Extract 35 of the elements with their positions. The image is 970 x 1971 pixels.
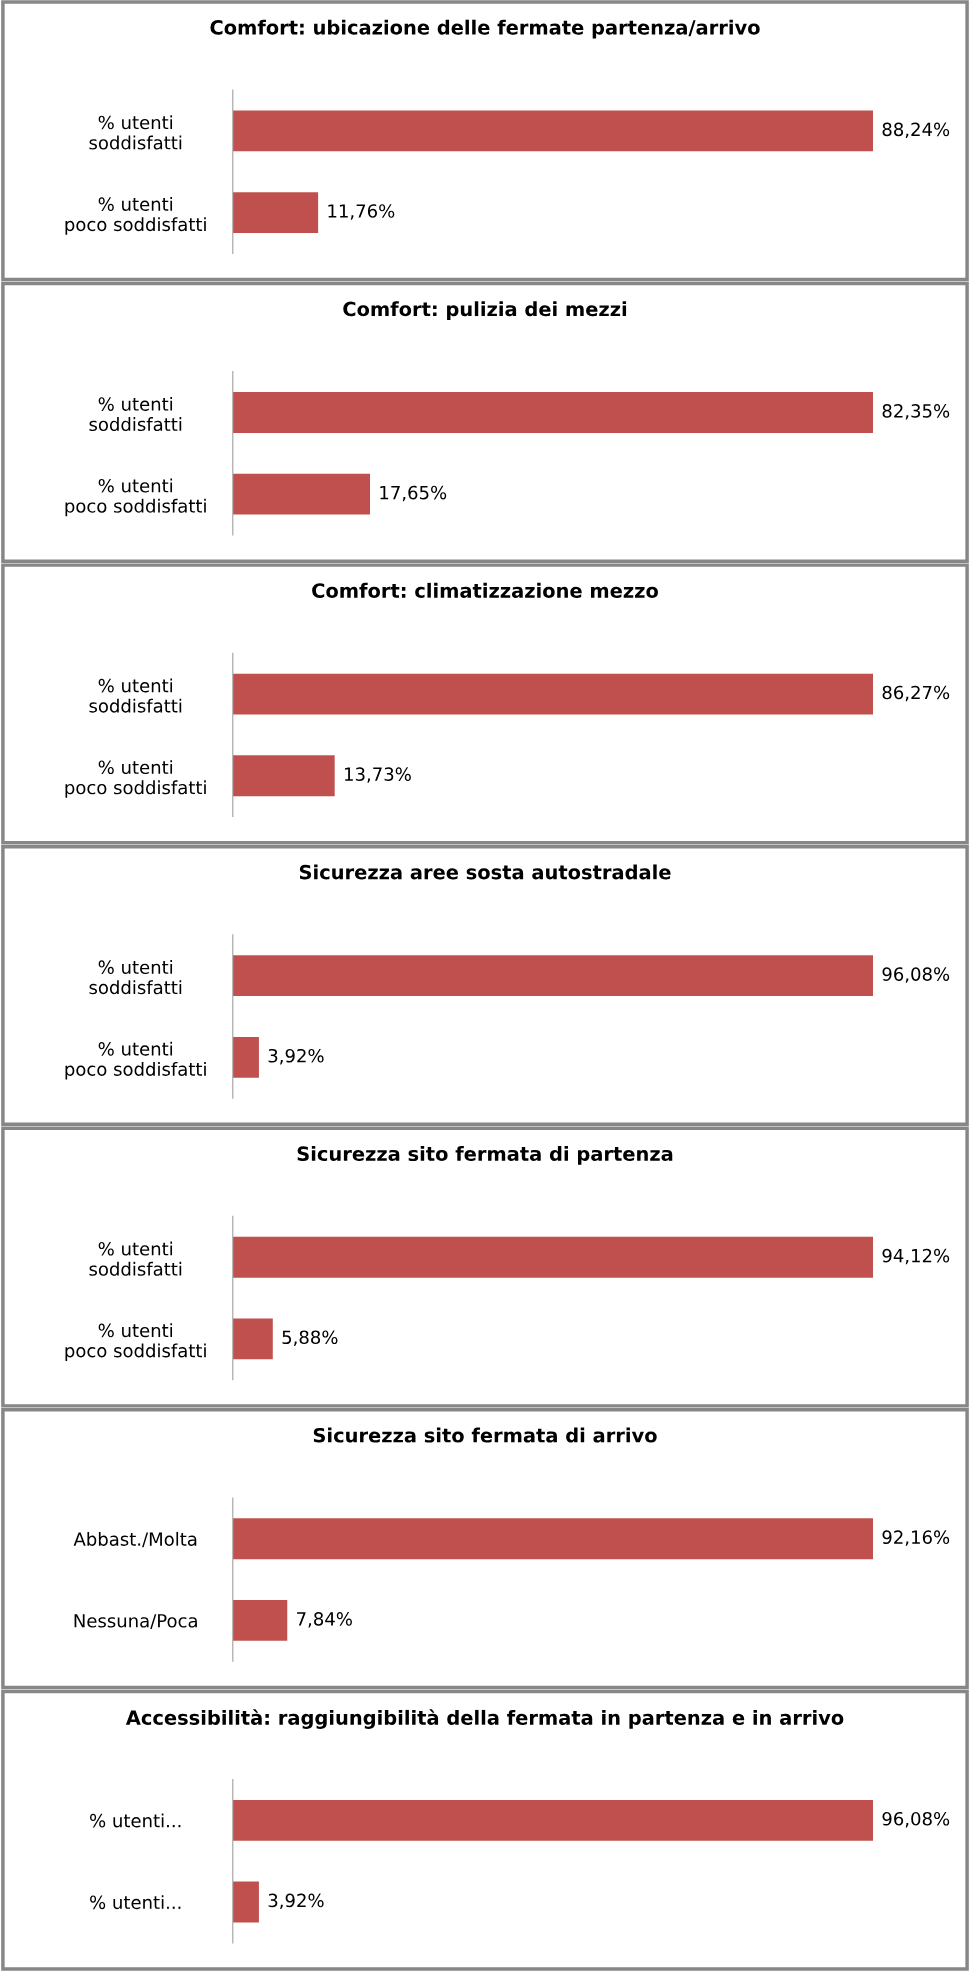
data-label: 3,92% — [268, 1048, 324, 1065]
y-tick-label: % utenti poco soddisfatti — [65, 196, 206, 235]
data-label: 96,08% — [882, 1811, 950, 1828]
y-tick-label: % utenti... — [90, 1895, 181, 1910]
chart-title: Sicurezza sito fermata di arrivo — [313, 1427, 657, 1443]
chart-title: Accessibilità: raggiungibilità della fermata in partenza e in arrivo — [125, 1709, 844, 1729]
y-tick-label: % utenti poco soddisfatti — [65, 478, 206, 517]
y-tick-label: Nessuna/Poca — [74, 1614, 197, 1629]
data-label: 11,76% — [328, 204, 395, 220]
chart-title: Comfort: climatizzazione mezzo — [312, 582, 658, 598]
data-label: 5,88% — [282, 1330, 338, 1346]
y-tick-label: % utenti poco soddisfatti — [65, 1041, 206, 1080]
data-label: 82,35% — [882, 404, 950, 420]
data-label: 86,27% — [882, 685, 950, 702]
y-tick-label: % utenti soddisfatti — [89, 1241, 182, 1276]
data-label: 94,12% — [882, 1248, 950, 1265]
data-label: 96,08% — [882, 967, 950, 983]
y-tick-label: Abbast./Molta — [73, 1531, 197, 1548]
data-label: 17,65% — [380, 485, 447, 502]
data-label: 3,92% — [268, 1893, 324, 1910]
chart-title: Comfort: pulizia dei mezzi — [343, 301, 627, 321]
y-tick-label: % utenti soddisfatti — [89, 396, 182, 432]
chart-title: Sicurezza sito fermata di partenza — [297, 1146, 673, 1165]
y-tick-label: % utenti soddisfatti — [89, 115, 182, 150]
y-tick-label: % utenti soddisfatti — [89, 960, 182, 995]
chart-title: Sicurezza aree sosta autostradale — [299, 864, 671, 880]
y-tick-label: % utenti poco soddisfatti — [65, 1323, 206, 1361]
y-tick-label: % utenti... — [90, 1813, 181, 1828]
data-label: 88,24% — [882, 122, 950, 139]
y-tick-label: % utenti soddisfatti — [89, 678, 182, 713]
chart-title: Comfort: ubicazione delle fermate partenza/arrivo — [210, 19, 760, 39]
data-label: 13,73% — [345, 767, 411, 783]
data-label: 92,16% — [882, 1530, 950, 1546]
y-tick-label: % utenti poco soddisfatti — [65, 760, 206, 798]
data-label: 7,84% — [297, 1612, 352, 1628]
